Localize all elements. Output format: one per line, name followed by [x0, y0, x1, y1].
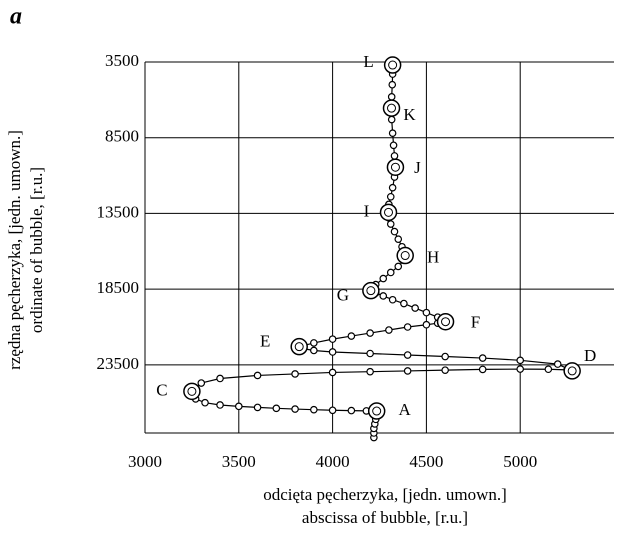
y-tick-label: 13500 — [97, 202, 140, 221]
annotation-label: H — [427, 247, 439, 266]
annotation-label: F — [471, 313, 480, 332]
annotation-marker-inner — [400, 251, 410, 261]
annotation-marker-inner — [294, 342, 304, 352]
y-axis-label: ordinate of bubble, [r.u.] — [27, 167, 46, 333]
point — [253, 371, 262, 380]
point — [310, 346, 318, 355]
y-tick-label: 18500 — [97, 278, 140, 297]
annotation-label: D — [584, 346, 596, 365]
point — [394, 235, 403, 243]
point — [390, 227, 399, 236]
x-axis-label: odcięta pęcherzyka, [jedn. umown.] — [263, 485, 507, 504]
annotation-marker-inner — [388, 60, 398, 70]
x-tick-label: 3500 — [222, 452, 256, 471]
point — [403, 351, 412, 359]
x-tick-label: 4500 — [409, 452, 443, 471]
point — [388, 295, 397, 304]
annotation-marker-inner — [372, 406, 382, 416]
annotation-label: C — [156, 380, 167, 399]
point — [390, 152, 399, 160]
point — [387, 115, 396, 124]
annotation-marker-inner — [441, 317, 451, 327]
point — [386, 220, 395, 228]
x-tick-label: 4000 — [316, 452, 350, 471]
point — [441, 352, 449, 361]
point — [386, 192, 395, 201]
annotation-marker-inner — [384, 207, 394, 217]
point — [478, 354, 487, 362]
point — [328, 348, 337, 356]
point — [366, 367, 374, 376]
point — [291, 405, 299, 413]
point — [328, 368, 337, 377]
point — [400, 299, 408, 308]
point — [379, 274, 388, 283]
point — [388, 183, 397, 192]
annotation-marker-inner — [390, 162, 400, 172]
point — [403, 367, 412, 375]
point — [310, 339, 318, 347]
y-tick-label: 3500 — [105, 51, 139, 70]
trajectory-line — [191, 65, 573, 438]
point — [366, 349, 374, 358]
point — [394, 262, 403, 271]
point — [328, 406, 337, 415]
annotation-label: E — [260, 332, 270, 351]
annotation-label: J — [414, 158, 421, 177]
point — [388, 80, 397, 89]
y-tick-label: 8500 — [105, 127, 139, 146]
annotation-label: G — [337, 286, 349, 305]
annotation-label: K — [403, 105, 416, 124]
point — [201, 398, 209, 407]
point — [411, 304, 419, 312]
point — [366, 329, 374, 337]
point — [291, 370, 299, 378]
x-tick-label: 5000 — [503, 452, 537, 471]
annotation-marker-inner — [387, 103, 397, 113]
point — [379, 292, 388, 300]
point — [272, 404, 281, 413]
panel-label: a — [10, 4, 22, 30]
point — [347, 332, 356, 340]
point — [385, 326, 393, 334]
point — [403, 323, 412, 331]
annotation-label: A — [399, 400, 412, 419]
point — [553, 360, 562, 368]
point — [422, 320, 431, 329]
point — [216, 374, 224, 383]
point — [310, 405, 318, 414]
y-tick-label: 23500 — [97, 354, 140, 373]
point — [478, 365, 487, 374]
annotation-marker-inner — [187, 386, 197, 396]
point — [253, 403, 262, 412]
point — [389, 141, 398, 150]
point — [328, 335, 337, 343]
annotation-label: L — [363, 52, 373, 71]
x-axis-label: abscissa of bubble, [r.u.] — [302, 508, 468, 527]
point — [422, 308, 431, 317]
point — [516, 356, 525, 365]
point — [516, 365, 525, 373]
point — [197, 379, 206, 387]
y-axis-label: rzędna pęcherzyka, [jedn. umown.] — [5, 130, 24, 370]
point — [347, 406, 356, 415]
point — [544, 365, 553, 374]
annotation-marker-inner — [366, 286, 376, 296]
x-tick-label: 3000 — [128, 452, 162, 471]
point — [235, 402, 243, 411]
annotation-label: I — [364, 201, 370, 220]
point — [386, 268, 395, 277]
point — [441, 366, 449, 374]
point — [216, 401, 224, 409]
point — [387, 93, 396, 101]
annotation-marker-inner — [567, 366, 577, 376]
point — [388, 129, 397, 137]
